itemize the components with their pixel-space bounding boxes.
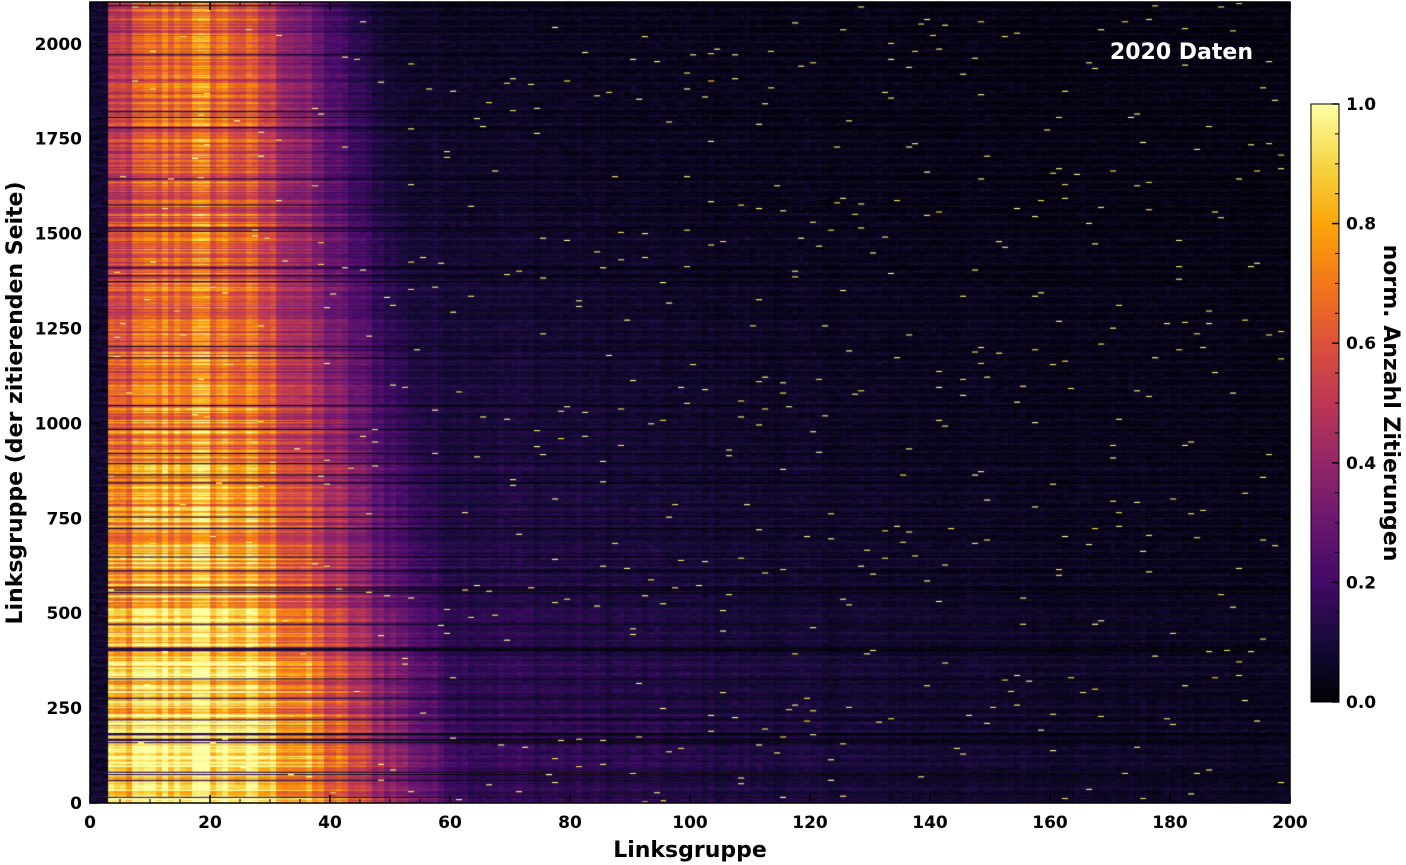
y-tick-label: 2000: [35, 35, 82, 55]
colorbar-tick-label: 0.2: [1346, 573, 1376, 593]
colorbar: [1310, 103, 1340, 703]
y-tick-label: 250: [47, 699, 83, 719]
y-tick-label: 1000: [35, 414, 82, 434]
y-tick-label: 0: [70, 794, 82, 814]
y-tick-label: 750: [47, 509, 83, 529]
colorbar-tick-label: 1.0: [1346, 95, 1376, 115]
y-axis: 0 250 500 750 1000 1250 1500 1750 2000: [35, 5, 1290, 814]
x-tick-label: 60: [438, 813, 462, 833]
x-tick-label: 40: [318, 813, 342, 833]
colorbar-title: norm. Anzahl Zitierungen: [1378, 245, 1403, 562]
x-tick-label: 140: [912, 813, 948, 833]
y-tick-label: 1500: [35, 225, 82, 245]
x-tick-label: 100: [672, 813, 708, 833]
y-axis-title: Linksgruppe (der zitierenden Seite): [3, 181, 28, 624]
colorbar-tick-label: 0.6: [1346, 334, 1376, 354]
x-axis-title: Linksgruppe: [613, 838, 767, 863]
y-tick-label: 500: [47, 604, 83, 624]
colorbar-axis: 0.0 0.2 0.4 0.6 0.8 1.0: [1332, 95, 1376, 713]
annotation-label: 2020 Daten: [1110, 40, 1253, 65]
x-tick-label: 0: [84, 813, 96, 833]
colorbar-tick-label: 0.4: [1346, 454, 1376, 474]
x-tick-label: 160: [1032, 813, 1068, 833]
y-tick-label: 1750: [35, 130, 82, 150]
heatmap-image: [90, 2, 1290, 803]
x-tick-label: 200: [1272, 813, 1308, 833]
y-tick-label: 1250: [35, 319, 82, 339]
colorbar-tick-label: 0.8: [1346, 215, 1376, 235]
x-tick-label: 20: [198, 813, 222, 833]
x-tick-label: 180: [1152, 813, 1188, 833]
x-tick-label: 120: [792, 813, 828, 833]
x-tick-label: 80: [558, 813, 582, 833]
colorbar-tick-label: 0.0: [1346, 693, 1376, 713]
x-axis: 0 20 40 60 80 100 120 140 160 180 200: [84, 2, 1308, 833]
